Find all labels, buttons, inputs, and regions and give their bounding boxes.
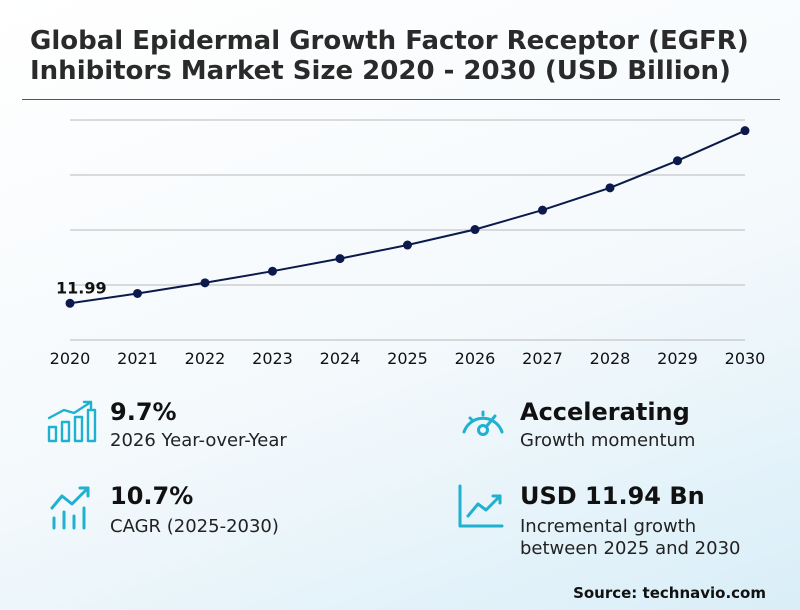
- data-point: [673, 156, 682, 166]
- x-tick-label: 2025: [387, 349, 428, 368]
- data-point: [538, 205, 547, 215]
- x-tick-label: 2028: [590, 349, 631, 368]
- stat-yoy-label: 2026 Year-over-Year: [110, 430, 287, 451]
- data-points: [65, 126, 750, 308]
- x-tick-label: 2030: [725, 349, 766, 368]
- data-point: [200, 278, 210, 288]
- trend-line-chart-icon: [458, 484, 504, 528]
- stat-cagr: 10.7% CAGR (2025-2030): [46, 482, 376, 542]
- chart-title: Global Epidermal Growth Factor Receptor …: [30, 26, 749, 86]
- stat-momentum-value: Accelerating: [520, 398, 690, 426]
- stat-momentum: Accelerating Growth momentum: [458, 398, 778, 458]
- stat-incremental-label-2: between 2025 and 2030: [520, 538, 741, 559]
- trend-bars-icon: [50, 486, 90, 530]
- data-point: [403, 240, 412, 250]
- speedometer-icon: [462, 410, 504, 436]
- x-tick-label: 2022: [185, 349, 226, 368]
- data-point: [268, 266, 277, 276]
- x-tick-label: 2023: [252, 349, 293, 368]
- x-tick-label: 2027: [522, 349, 563, 368]
- stat-cagr-value: 10.7%: [110, 482, 194, 510]
- stat-cagr-label: CAGR (2025-2030): [110, 516, 279, 537]
- data-label: 11.99: [56, 278, 107, 297]
- stat-yoy-value: 9.7%: [110, 398, 177, 426]
- stat-incremental-value: USD 11.94 Bn: [520, 482, 705, 510]
- stat-yoy: 9.7% 2026 Year-over-Year: [46, 398, 376, 458]
- x-tick-label: 2026: [455, 349, 496, 368]
- bar-chart-growth-icon: [47, 400, 97, 443]
- data-labels: 11.99: [56, 278, 107, 297]
- x-axis-ticks: 2020 2021 2022 2023 2024 2025 2026 2027 2028 2029…: [50, 349, 766, 368]
- x-tick-label: 2029: [657, 349, 698, 368]
- series-line: [69, 129, 746, 305]
- data-point: [740, 126, 750, 136]
- title-divider: [22, 99, 780, 100]
- source-credit: Source: technavio.com: [573, 584, 766, 602]
- x-tick-label: 2024: [320, 349, 361, 368]
- x-tick-label: 2021: [117, 349, 158, 368]
- data-point: [65, 298, 75, 308]
- stat-incremental: USD 11.94 Bn Incremental growth between …: [456, 482, 786, 564]
- line-chart: 2020 2021 2022 2023 2024 2025 2026 2027 2028 2029…: [50, 119, 766, 368]
- data-point: [335, 254, 345, 264]
- data-point: [470, 225, 480, 235]
- data-point: [605, 183, 615, 193]
- stat-incremental-label: Incremental growth: [520, 516, 697, 537]
- data-point: [133, 288, 142, 298]
- stat-momentum-label: Growth momentum: [520, 430, 696, 451]
- gridlines: [70, 119, 745, 341]
- x-tick-label: 2020: [50, 349, 91, 368]
